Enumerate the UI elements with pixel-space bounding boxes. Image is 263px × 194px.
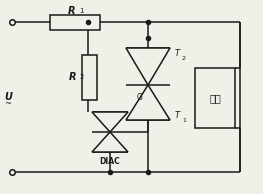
Text: T: T [175, 49, 180, 59]
Text: 1: 1 [79, 8, 83, 14]
Text: ~: ~ [4, 100, 12, 108]
Polygon shape [92, 132, 128, 152]
Text: R: R [69, 72, 77, 82]
Text: 负载: 负载 [209, 93, 221, 103]
Polygon shape [92, 112, 128, 132]
Text: R: R [68, 6, 76, 16]
Text: 2: 2 [80, 74, 84, 80]
Bar [195, 68, 235, 128]
Text: U: U [4, 92, 12, 102]
Polygon shape [126, 48, 170, 85]
Bar [50, 15, 100, 30]
Text: T: T [175, 112, 180, 120]
Bar [82, 55, 97, 100]
Text: G: G [137, 93, 143, 101]
Text: DIAC: DIAC [100, 158, 120, 166]
Text: 2: 2 [182, 55, 186, 61]
Text: 1: 1 [182, 118, 186, 122]
Polygon shape [126, 85, 170, 120]
